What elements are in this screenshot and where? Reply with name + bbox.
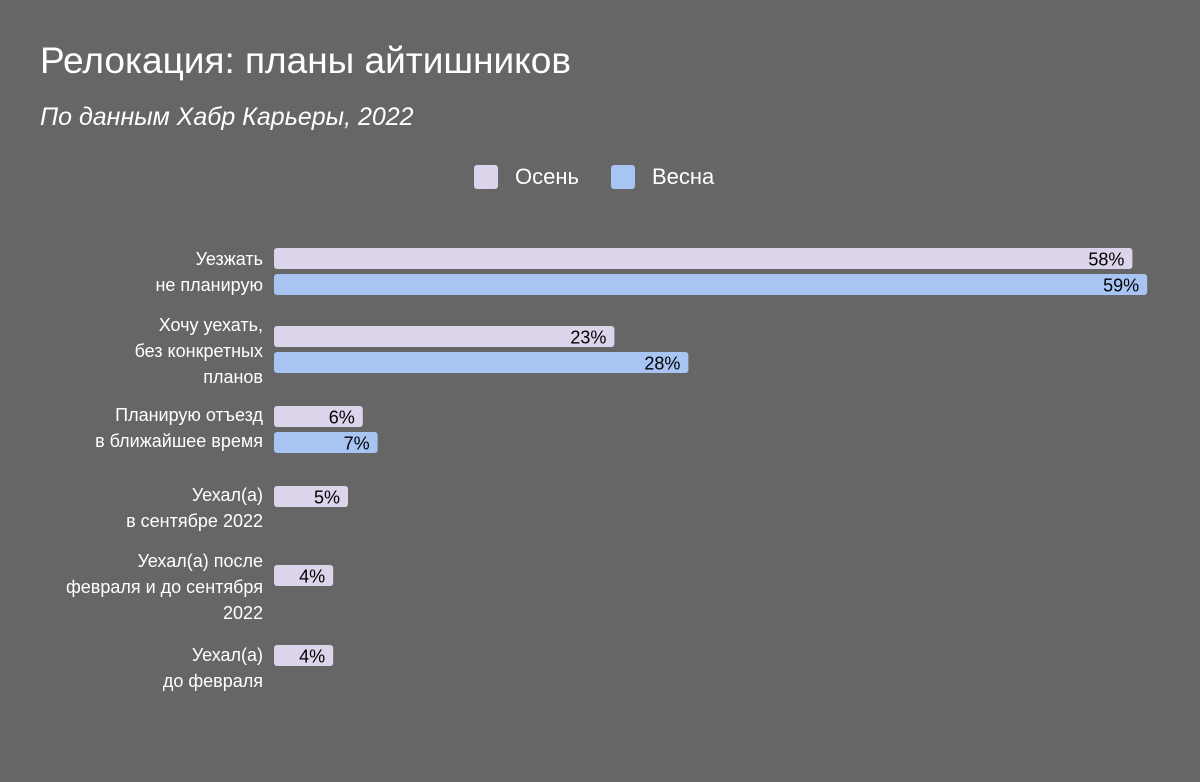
category-label-line: февраля и до сентября (65, 577, 263, 597)
category-label: Уехал(а) после февраля и до сентября 2022 (3, 548, 263, 626)
category-label-line: Уезжать (195, 249, 263, 269)
category-label: Уехал(а) до февраля (3, 642, 263, 694)
legend-item-autumn: Осень (474, 164, 579, 190)
bar-value-label-autumn: 4% (299, 567, 325, 587)
bar-value-label-spring: 59% (1103, 276, 1139, 296)
legend-label-spring: Весна (651, 164, 715, 189)
bar-value-label-autumn: 6% (329, 408, 355, 428)
category-label-line: не планирую (155, 275, 263, 295)
bar-autumn (274, 248, 1133, 269)
legend-label-autumn: Осень (515, 164, 579, 189)
category-label-line: Уехал(а) после (137, 551, 263, 571)
bar-value-label-autumn: 58% (1088, 250, 1124, 270)
bar-autumn (274, 326, 615, 347)
category-label-line: Уехал(а) (191, 645, 263, 665)
chart-title: Релокация: планы айтишников (40, 40, 572, 81)
category-label-line: планов (203, 367, 263, 387)
category-label: Планирую отъезд в ближайшее время (3, 402, 263, 454)
category-label-line: Планирую отъезд (115, 405, 263, 425)
category-label-line: Хочу уехать, (158, 315, 263, 335)
bar-autumn (274, 565, 334, 586)
legend-item-spring: Весна (610, 164, 715, 190)
bar-autumn (274, 406, 363, 427)
legend-swatch-autumn (474, 165, 498, 189)
bar-value-label-autumn: 23% (570, 328, 606, 348)
category-label-line: в ближайшее время (95, 431, 263, 451)
category-label-line: в сентябре 2022 (126, 511, 263, 531)
bar-autumn (274, 486, 348, 507)
category-label: Уехал(а) в сентябре 2022 (3, 482, 263, 534)
category-label-line: 2022 (222, 603, 263, 623)
category-label-line: без конкретных (134, 341, 263, 361)
bar-spring (274, 352, 689, 373)
category-label-line: Уехал(а) (191, 485, 263, 505)
legend-swatch-spring (610, 165, 635, 189)
category-label: Уезжать не планирую (3, 246, 263, 298)
category-label-line: до февраля (162, 671, 263, 691)
bar-value-label-autumn: 5% (314, 488, 340, 508)
legend: Осень Весна (474, 164, 714, 190)
bar-value-label-spring: 7% (344, 434, 370, 454)
bar-spring (274, 432, 378, 453)
bar-value-label-autumn: 4% (299, 647, 325, 667)
chart-subtitle: По данным Хабр Карьеры, 2022 (40, 103, 414, 131)
bar-spring (274, 274, 1148, 295)
category-label: Хочу уехать, без конкретных планов (3, 312, 263, 390)
bar-autumn (274, 645, 334, 666)
bar-value-label-spring: 28% (644, 354, 680, 374)
